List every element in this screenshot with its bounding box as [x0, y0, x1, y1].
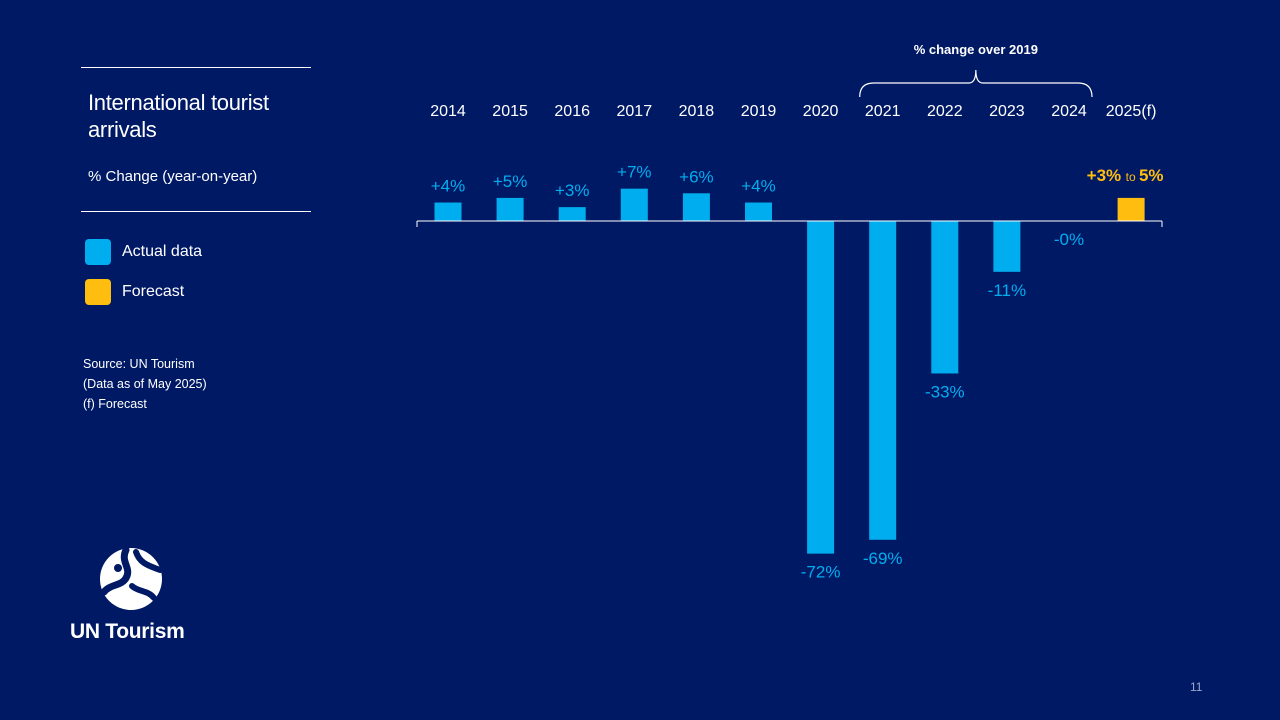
- bar-forecast: [1117, 197, 1145, 221]
- x-tick-label: 2016: [554, 103, 590, 120]
- legend-item-actual: Actual data: [85, 239, 202, 265]
- brand-name: UN Tourism: [70, 620, 185, 643]
- bracket-annotation: % change over 2019: [859, 42, 1093, 98]
- data-date-line: (Data as of May 2025): [83, 377, 207, 391]
- data-label: +4%: [741, 177, 776, 196]
- bottom-divider: [81, 211, 311, 212]
- page-subtitle: % Change (year-on-year): [88, 168, 258, 185]
- x-tick-label: 2022: [927, 103, 963, 120]
- bar-actual: [682, 193, 710, 221]
- bar-series: [434, 188, 1145, 554]
- page-number: 11: [1190, 680, 1203, 694]
- x-tick-label: 2025(f): [1106, 103, 1157, 120]
- x-tick-label: 2023: [989, 103, 1025, 120]
- x-tick-label: 2015: [492, 103, 528, 120]
- source-note: Source: UN Tourism (Data as of May 2025)…: [83, 354, 207, 414]
- bar-actual: [620, 188, 648, 221]
- x-tick-label: 2019: [741, 103, 777, 120]
- data-label: -0%: [1054, 230, 1084, 249]
- top-divider: [81, 67, 311, 68]
- bar-actual: [993, 221, 1021, 272]
- source-line: Source: UN Tourism: [83, 357, 195, 371]
- x-tick-label: 2014: [430, 103, 466, 120]
- forecast-note-line: (f) Forecast: [83, 397, 147, 411]
- bar-actual: [434, 202, 462, 221]
- data-label: +7%: [617, 163, 652, 182]
- data-label: -69%: [863, 549, 903, 568]
- x-tick-label: 2017: [617, 103, 653, 120]
- data-label: +4%: [431, 177, 466, 196]
- bar-actual: [807, 221, 835, 554]
- legend-swatch-actual: [85, 239, 111, 265]
- legend-label-actual: Actual data: [122, 243, 203, 260]
- x-tick-label: 2018: [679, 103, 715, 120]
- x-axis-labels: 2014 2015 2016 2017 2018 2019 2020 2021 2022 2023…: [430, 103, 1156, 120]
- forecast-high-value: 5%: [1139, 166, 1164, 185]
- data-label: -33%: [925, 382, 965, 401]
- legend-swatch-forecast: [85, 279, 111, 305]
- data-labels: +4% +5% +3% +7% +6% +4% -72% -69% -33% -11% -0%: [431, 163, 1084, 582]
- bar-actual: [931, 221, 959, 374]
- x-tick-label: 2024: [1051, 103, 1087, 120]
- bar-actual: [558, 207, 586, 221]
- data-label: +3%: [555, 181, 590, 200]
- un-tourism-globe-icon: [100, 546, 163, 610]
- data-label: +6%: [679, 167, 714, 186]
- forecast-low-value: +3%: [1087, 166, 1122, 185]
- legend-label-forecast: Forecast: [122, 283, 185, 300]
- bar-actual: [745, 202, 772, 221]
- forecast-connector: to: [1126, 170, 1139, 184]
- bar-actual: [869, 221, 897, 540]
- page-title: International tourist arrivals: [88, 90, 269, 142]
- legend-item-forecast: Forecast: [85, 279, 184, 305]
- forecast-range-label: +3% to 5%: [1087, 166, 1164, 185]
- data-label: +5%: [493, 172, 528, 191]
- bracket-brace: [859, 69, 1093, 98]
- bar-actual: [496, 197, 524, 221]
- x-tick-label: 2021: [865, 103, 901, 120]
- data-label: -72%: [801, 563, 841, 582]
- x-tick-label: 2020: [803, 103, 839, 120]
- bracket-label: % change over 2019: [914, 42, 1038, 57]
- data-label: -11%: [988, 281, 1026, 300]
